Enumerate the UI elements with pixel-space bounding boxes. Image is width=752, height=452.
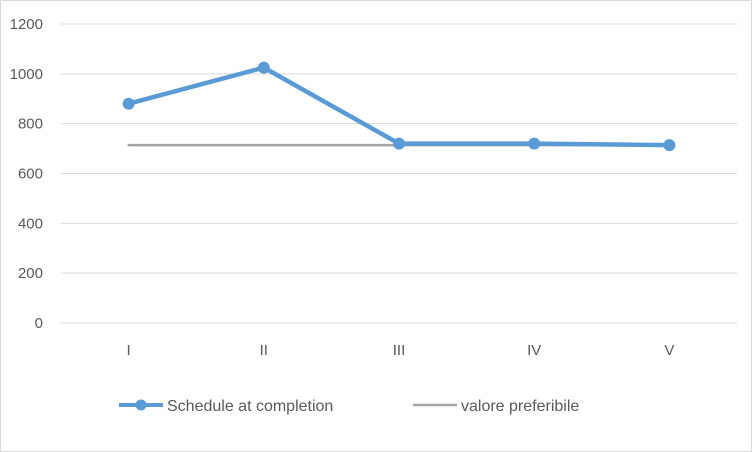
- y-axis-ticks: 0 200 400 600 800 1000 1200: [10, 16, 43, 332]
- y-tick-label: 200: [18, 265, 43, 282]
- y-tick-label: 1200: [10, 16, 43, 33]
- series: [122, 61, 676, 152]
- legend: Schedule at completion valore preferibile: [119, 398, 579, 415]
- x-tick-label: II: [260, 342, 268, 359]
- data-point: [393, 137, 405, 150]
- data-point: [528, 137, 541, 150]
- data-point: [122, 97, 135, 110]
- x-tick-label: V: [664, 342, 674, 359]
- y-tick-label: 800: [18, 116, 43, 133]
- gridlines: [61, 23, 737, 324]
- data-point: [663, 139, 676, 152]
- series-schedule-at-completion: [122, 61, 676, 152]
- legend-item: valore preferibile: [413, 398, 579, 415]
- x-axis-ticks: I II III IV V: [127, 342, 675, 359]
- y-tick-label: 0: [35, 315, 43, 332]
- y-tick-label: 1000: [10, 66, 43, 83]
- y-tick-label: 400: [18, 215, 43, 232]
- series-line: [126, 65, 672, 148]
- x-tick-label: IV: [527, 342, 541, 359]
- x-tick-label: III: [393, 342, 406, 359]
- data-point: [257, 61, 270, 74]
- legend-marker: [135, 399, 147, 411]
- legend-label: valore preferibile: [461, 398, 579, 415]
- y-tick-label: 600: [18, 166, 43, 183]
- legend-item: Schedule at completion: [119, 398, 333, 415]
- legend-label: Schedule at completion: [167, 398, 333, 415]
- x-tick-label: I: [127, 342, 131, 359]
